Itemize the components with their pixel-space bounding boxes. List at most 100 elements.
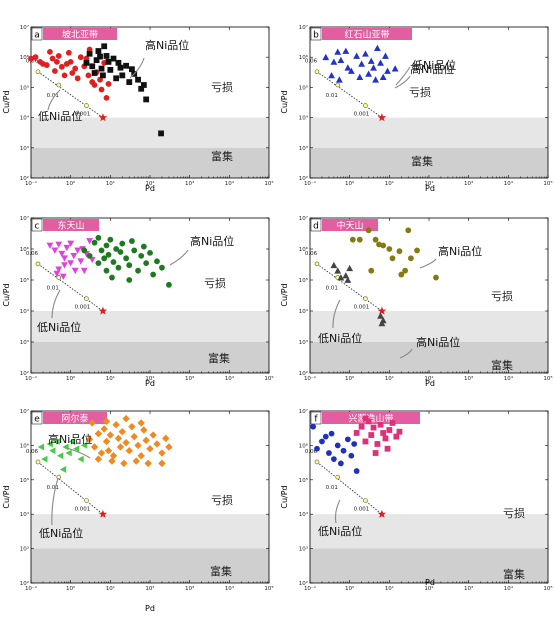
fraction-label: 0.001 xyxy=(75,305,91,311)
panel-letter-box xyxy=(310,218,322,232)
x-tick-label: 10⁴ xyxy=(504,585,514,592)
fraction-label: 0.01 xyxy=(326,93,338,99)
data-point-0-4 xyxy=(326,450,332,456)
data-point-0-26 xyxy=(103,94,110,101)
data-point-1-29 xyxy=(120,459,128,468)
x-tick-label: 10⁴ xyxy=(504,375,514,382)
data-point-1-3 xyxy=(97,449,106,457)
data-point-0-19 xyxy=(335,76,343,83)
enriched-label: 富集 xyxy=(411,154,433,168)
data-point-1-5 xyxy=(95,48,102,54)
data-point-0-16 xyxy=(384,67,391,74)
data-point-1-3 xyxy=(365,418,372,425)
data-point-0-7 xyxy=(337,460,344,467)
fraction-label: 0.01 xyxy=(326,286,338,292)
data-point-1-22 xyxy=(147,249,153,256)
fraction-label: 0.001 xyxy=(354,112,370,118)
y-tick-label: 10⁵ xyxy=(299,277,308,284)
fraction-dot xyxy=(56,275,62,280)
fraction-label: 0.06 xyxy=(305,59,318,65)
y-tick-label: 10⁷ xyxy=(20,24,29,31)
x-tick-label: 10² xyxy=(145,585,154,592)
data-point-0-5 xyxy=(380,242,387,249)
data-point-0-0 xyxy=(28,55,34,62)
mixing-line xyxy=(316,461,383,515)
data-point-1-33 xyxy=(88,419,96,427)
y-tick-label: 10⁶ xyxy=(299,246,309,253)
y-tick-label: 10⁶ xyxy=(20,442,30,449)
x-tick-label: 10³ xyxy=(464,375,473,382)
data-point-1-28 xyxy=(126,277,133,283)
panel-letter: b xyxy=(313,31,319,41)
y-tick-label: 10⁷ xyxy=(299,408,308,415)
data-point-0-10 xyxy=(402,267,409,274)
low-ni-leader xyxy=(51,477,59,526)
data-point-1-19 xyxy=(138,252,145,259)
data-point-1-12 xyxy=(118,428,126,436)
data-point-1-16 xyxy=(130,432,138,441)
x-tick-label: 10⁵ xyxy=(264,585,273,592)
data-point-0-9 xyxy=(77,258,85,265)
data-point-0-5 xyxy=(43,62,50,68)
fraction-dot xyxy=(35,69,41,75)
y-tick-label: 10² xyxy=(20,175,29,182)
x-tick-label: 10⁴ xyxy=(225,585,235,592)
data-point-0-19 xyxy=(71,267,79,275)
x-tick-label: 10¹ xyxy=(385,375,394,382)
x-tick-label: 10⁵ xyxy=(543,375,552,382)
x-tick-label: 10¹ xyxy=(106,180,115,187)
region-tag: 中天山 xyxy=(336,220,363,232)
data-point-0-0 xyxy=(310,423,317,430)
data-point-0-5 xyxy=(330,456,337,462)
data-point-0-5 xyxy=(56,452,64,460)
fraction-dot xyxy=(84,296,89,301)
high-ni-label: 高Ni品位 xyxy=(190,234,234,248)
x-tick-label: 10¹ xyxy=(385,180,394,187)
data-point-1-9 xyxy=(101,43,108,50)
data-point-0-16 xyxy=(72,65,79,72)
x-tick-label: 10⁻¹ xyxy=(304,585,316,592)
x-axis-label: Pd xyxy=(145,379,155,388)
data-point-1-26 xyxy=(165,443,173,451)
fraction-label: 0.06 xyxy=(26,59,39,65)
x-tick-label: 10⁰ xyxy=(66,585,76,592)
y-tick-label: 10³ xyxy=(299,546,308,553)
y-tick-label: 10⁶ xyxy=(299,442,309,449)
panel-e: 10⁻¹ 10⁰ 10¹ 10² 10³ 10⁴ 10⁵ 10² 10³ 10⁴ 10⁵ 10⁶ 10⁷… xyxy=(2,408,274,613)
y-tick-label: 10² xyxy=(299,370,308,377)
series-1 xyxy=(330,261,387,327)
data-point-1-4 xyxy=(98,247,105,254)
region-tag: 东天山 xyxy=(57,220,84,232)
data-point-1-11 xyxy=(116,443,125,451)
data-point-0-3 xyxy=(372,236,379,243)
fraction-dot xyxy=(363,296,368,301)
region-tag: 阿尔泰 xyxy=(61,413,88,425)
data-point-1-7 xyxy=(106,431,115,439)
data-point-0-9 xyxy=(362,50,369,57)
panel-letter: c xyxy=(35,222,40,232)
data-point-0-1 xyxy=(314,445,320,452)
data-point-0-17 xyxy=(391,65,399,72)
data-point-1-4 xyxy=(344,276,352,283)
y-tick-label: 10⁴ xyxy=(299,308,309,315)
data-point-1-5 xyxy=(346,264,354,272)
data-point-1-15 xyxy=(115,59,122,66)
data-point-0-12 xyxy=(408,255,414,262)
x-tick-label: 10⁻¹ xyxy=(304,375,316,382)
data-point-0-8 xyxy=(396,248,403,255)
data-point-1-4 xyxy=(368,432,375,438)
fraction-dot xyxy=(335,82,341,88)
data-point-1-9 xyxy=(112,420,120,429)
data-point-0-6 xyxy=(67,240,75,247)
fraction-label: 0.06 xyxy=(26,449,39,455)
y-tick-label: 10⁶ xyxy=(299,54,309,61)
data-point-0-9 xyxy=(344,436,351,443)
x-tick-label: 10⁴ xyxy=(504,180,514,187)
data-point-1-31 xyxy=(144,459,152,468)
x-tick-label: 10³ xyxy=(185,180,194,187)
data-point-1-6 xyxy=(377,312,384,319)
data-point-1-0 xyxy=(85,435,94,444)
low-ni-leader xyxy=(334,499,341,524)
region-tag: 坡北亚带 xyxy=(62,29,98,41)
data-point-0-24 xyxy=(98,86,105,93)
